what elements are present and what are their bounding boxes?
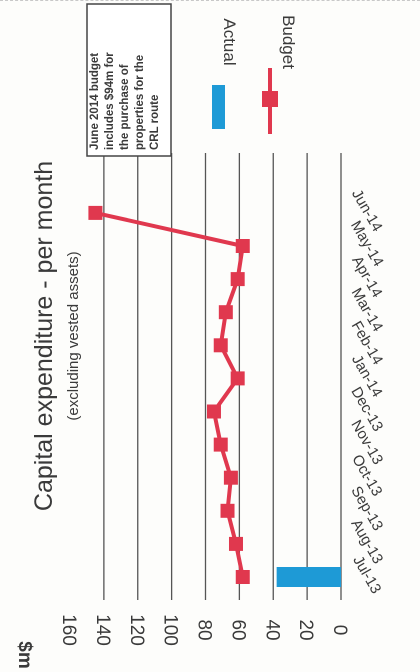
- y-tick-label: 80: [194, 619, 215, 640]
- y-tick-label: 0: [329, 625, 350, 636]
- budget-point: [223, 470, 238, 485]
- budget-series-line: [94, 210, 245, 578]
- y-tick-labels: 160 140 120 100 80 60 40 20 0: [58, 614, 350, 646]
- budget-point: [213, 338, 228, 353]
- legend-actual-swatch: [212, 85, 225, 129]
- actual-bars: [276, 567, 341, 587]
- annotation-line-2: includes $94m for: [104, 52, 116, 150]
- gridlines: [103, 153, 342, 600]
- y-tick-label: 160: [58, 614, 79, 646]
- annotation-line-3: the purchase of: [119, 64, 131, 150]
- y-tick-label: 40: [261, 619, 282, 640]
- budget-line: [88, 205, 250, 584]
- budget-point: [235, 570, 250, 584]
- y-axis-unit-label: $m: [14, 641, 35, 668]
- y-tick-label: 120: [126, 614, 147, 646]
- annotation-line-4: properties for the: [134, 55, 146, 150]
- actual-bar: [276, 567, 341, 587]
- june-budget-annotation: June 2014 budget includes $94m for the p…: [86, 3, 172, 157]
- budget-point: [218, 305, 233, 320]
- y-tick-label: 100: [160, 614, 181, 646]
- legend-budget-label: Budget: [279, 15, 298, 69]
- x-tick-labels: Jul-13Aug-13Sep-13Oct-13Nov-13Dec-13Jan-…: [347, 187, 387, 597]
- chart-title: Capital expenditure - per month: [30, 161, 58, 511]
- annotation-line-5: CRL route: [149, 95, 161, 150]
- budget-point: [220, 503, 235, 518]
- annotation-line-1: June 2014 budget: [89, 53, 101, 150]
- legend: Actual Budget: [212, 15, 298, 134]
- budget-point: [228, 536, 243, 551]
- legend-budget-marker: [262, 91, 278, 107]
- budget-point: [230, 371, 245, 386]
- budget-point: [206, 404, 221, 419]
- budget-point: [213, 437, 228, 452]
- chart-subtitle: (excluding vested assets): [65, 251, 82, 420]
- y-tick-label: 140: [92, 614, 113, 646]
- legend-actual-label: Actual: [220, 18, 239, 65]
- budget-point: [235, 239, 250, 253]
- budget-point: [230, 272, 245, 287]
- y-tick-label: 20: [295, 619, 316, 640]
- budget-point: [88, 205, 103, 220]
- y-tick-label: 60: [227, 619, 248, 640]
- annotation-box: [86, 3, 172, 157]
